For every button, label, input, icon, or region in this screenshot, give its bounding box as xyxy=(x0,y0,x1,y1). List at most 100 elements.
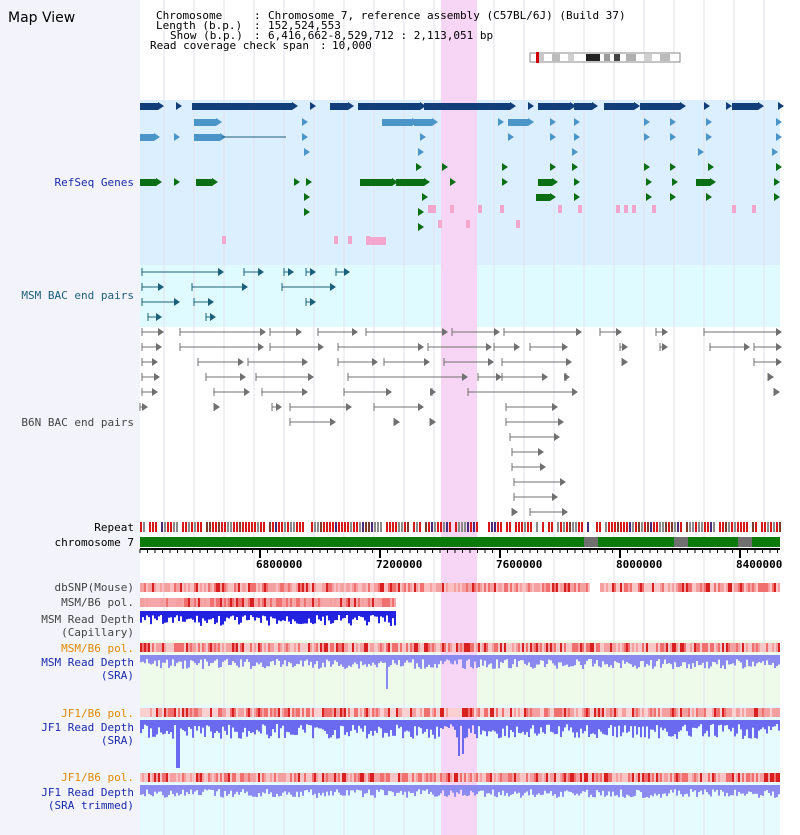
track-label-msm-depth-cap[interactable]: MSM Read Depth xyxy=(41,613,134,626)
read-depth-bar xyxy=(340,611,342,621)
read-depth-bar xyxy=(386,785,388,796)
track-label-msm-pol-sra[interactable]: MSM/B6 pol. xyxy=(61,642,134,655)
snp-density-bin xyxy=(580,773,582,782)
snp-density-bin xyxy=(260,773,262,782)
snp-density-bin xyxy=(556,643,558,652)
read-depth-bar xyxy=(744,785,746,796)
track-label-dbsnp[interactable]: dbSNP(Mouse) xyxy=(54,581,134,594)
track-label-jf1-depth[interactable]: JF1 Read Depth xyxy=(41,721,134,734)
snp-density-bin xyxy=(492,708,494,717)
snp-density-bin xyxy=(690,708,692,717)
read-depth-bar xyxy=(234,785,236,795)
read-depth-bar xyxy=(184,785,186,796)
read-depth-bar xyxy=(466,785,468,797)
read-depth-bar xyxy=(306,720,308,725)
read-depth-bar xyxy=(244,785,246,794)
b6n-bac-pair-arrow xyxy=(494,328,500,336)
repeat-element xyxy=(212,522,214,532)
track-label-b6n-bac[interactable]: B6N BAC end pairs xyxy=(21,416,134,429)
snp-density-bin xyxy=(740,708,742,717)
read-depth-bar xyxy=(308,611,310,619)
snp-density-bin xyxy=(182,643,184,652)
read-depth-bar xyxy=(568,655,570,667)
repeat-element xyxy=(464,522,466,532)
read-depth-bar xyxy=(760,655,762,663)
snp-density-bin xyxy=(468,643,470,652)
track-label-jf1-trim[interactable]: JF1 Read Depth xyxy=(41,786,134,799)
snp-density-bin xyxy=(428,583,430,592)
snp-density-bin xyxy=(194,643,196,652)
read-depth-bar xyxy=(778,655,780,665)
snp-density-bin xyxy=(526,643,528,652)
read-depth-bar xyxy=(570,720,572,728)
snp-density-bin xyxy=(682,708,684,717)
repeat-element xyxy=(293,522,295,532)
snp-density-bin xyxy=(224,583,226,592)
snp-density-bin xyxy=(248,773,250,782)
read-depth-bar xyxy=(526,720,528,733)
snp-density-bin xyxy=(210,773,212,782)
repeat-element xyxy=(530,522,532,532)
track-label-jf1-pol-trim[interactable]: JF1/B6 pol. xyxy=(61,771,134,784)
snp-density-bin xyxy=(524,773,526,782)
snp-density-bin xyxy=(666,773,668,782)
snp-density-bin xyxy=(258,773,260,782)
snp-density-bin xyxy=(210,643,212,652)
snp-density-bin xyxy=(546,773,548,782)
track-label-msm-bac[interactable]: MSM BAC end pairs xyxy=(21,289,134,302)
read-depth-bar xyxy=(334,720,336,731)
snp-density-bin xyxy=(708,708,710,717)
read-depth-bar xyxy=(224,785,226,792)
snp-density-bin xyxy=(172,583,174,592)
snp-density-bin xyxy=(768,643,770,652)
read-depth-bar xyxy=(730,720,732,732)
snp-density-bin xyxy=(730,773,732,782)
snp-density-bin xyxy=(502,583,504,592)
snp-density-bin xyxy=(670,708,672,717)
read-depth-bar xyxy=(394,785,396,796)
read-depth-bar xyxy=(774,785,776,798)
snp-density-bin xyxy=(582,708,584,717)
snp-density-bin xyxy=(566,708,568,717)
snp-density-bin xyxy=(240,583,242,592)
snp-density-bin xyxy=(520,583,522,592)
read-depth-bar xyxy=(504,720,506,737)
snp-density-bin xyxy=(230,708,232,717)
snp-density-bin xyxy=(268,583,270,592)
read-depth-bar xyxy=(572,655,574,667)
read-depth-bar xyxy=(552,655,554,664)
snp-density-bin xyxy=(366,583,368,592)
track-label-msm-depth-sra[interactable]: MSM Read Depth xyxy=(41,656,134,669)
read-depth-bar xyxy=(158,655,160,661)
snp-density-bin xyxy=(692,773,694,782)
read-depth-bar xyxy=(244,611,246,616)
read-depth-bar xyxy=(190,785,192,790)
track-label-jf1-pol[interactable]: JF1/B6 pol. xyxy=(61,707,134,720)
read-depth-bar xyxy=(190,720,192,729)
track-label-repeat[interactable]: Repeat xyxy=(94,521,134,534)
snp-density-bin xyxy=(730,583,732,592)
read-depth-bar xyxy=(662,785,664,794)
snp-density-bin xyxy=(374,598,376,607)
snp-density-bin xyxy=(324,773,326,782)
snp-density-bin xyxy=(726,643,728,652)
snp-density-bin xyxy=(178,583,180,592)
snp-density-bin xyxy=(192,708,194,717)
snp-density-bin xyxy=(182,773,184,782)
track-label-msm-pol[interactable]: MSM/B6 pol. xyxy=(61,596,134,609)
repeat-element xyxy=(140,522,142,532)
snp-density-bin xyxy=(268,708,270,717)
repeat-element xyxy=(761,522,763,532)
snp-density-bin xyxy=(322,773,324,782)
read-depth-bar xyxy=(162,720,164,735)
read-depth-bar xyxy=(246,785,248,792)
snp-density-bin xyxy=(260,598,262,607)
snp-density-bin xyxy=(706,773,708,782)
snp-density-bin xyxy=(260,583,262,592)
snp-density-bin xyxy=(248,598,250,607)
snp-density-bin xyxy=(538,773,540,782)
snp-density-bin xyxy=(326,708,328,717)
track-label-refseq[interactable]: RefSeq Genes xyxy=(54,176,134,189)
highlight-region xyxy=(441,0,477,835)
